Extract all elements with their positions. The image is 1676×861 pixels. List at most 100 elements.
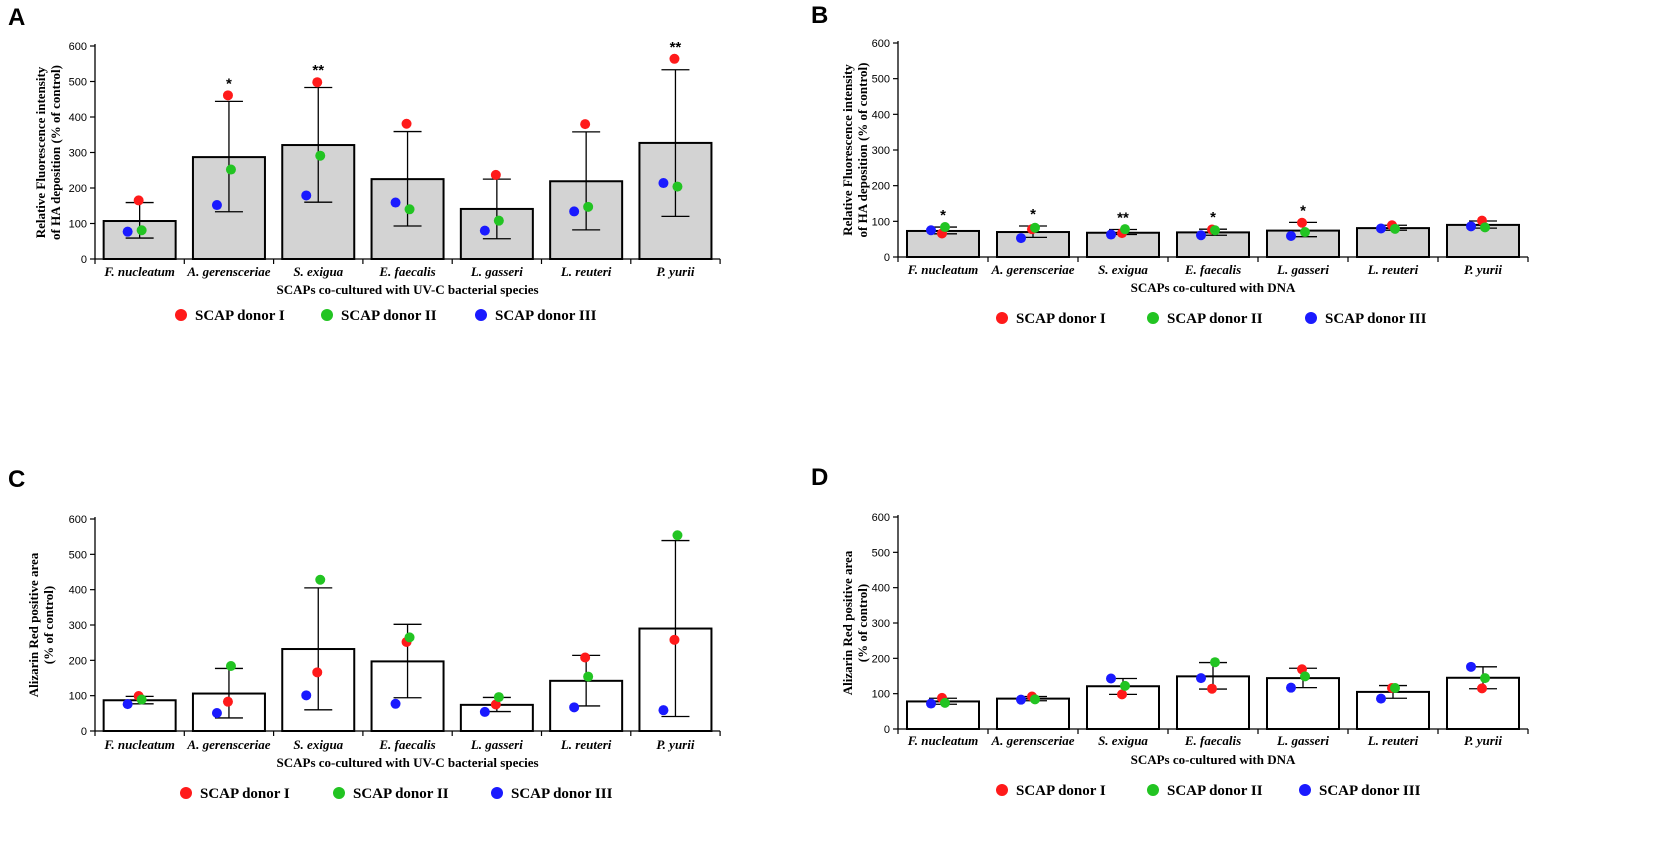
- legend-marker-donor-2: [1147, 784, 1159, 796]
- significance-marker: *: [1210, 209, 1216, 226]
- legend-marker-donor-1: [996, 312, 1008, 324]
- y-tick-label: 500: [872, 547, 890, 559]
- significance-marker: **: [670, 39, 682, 56]
- data-point-donor-1: [1477, 683, 1487, 694]
- category-label: S. exigua: [1098, 733, 1148, 748]
- y-tick-label: 100: [69, 219, 87, 231]
- data-point-donor-1: [669, 634, 680, 645]
- y-tick-label: 400: [872, 583, 890, 595]
- data-point-donor-3: [1106, 673, 1116, 684]
- data-point-donor-1: [580, 119, 591, 130]
- legend-marker-donor-3: [1299, 784, 1311, 796]
- y-tick-label: 0: [81, 726, 87, 738]
- category-label: E. faecalis: [378, 264, 435, 279]
- legend-marker-donor-3: [491, 787, 503, 799]
- category-label: P. yurii: [1464, 733, 1502, 748]
- panel-letter: B: [811, 2, 828, 29]
- legend-label: SCAP donor I: [1016, 311, 1106, 327]
- data-point-donor-2: [1480, 673, 1490, 684]
- category-label: A. gerensceriae: [990, 262, 1074, 277]
- significance-marker: *: [226, 75, 232, 92]
- data-point-donor-3: [390, 197, 401, 208]
- data-point-donor-3: [926, 698, 936, 709]
- data-point-donor-1: [669, 53, 680, 64]
- y-tick-label: 600: [69, 514, 87, 526]
- significance-marker: *: [1300, 202, 1306, 219]
- category-label: E. faecalis: [1184, 733, 1241, 748]
- y-axis-label-line1: Alizarin Red positive area: [26, 552, 41, 697]
- category-label: F. nucleatum: [907, 262, 979, 277]
- data-point-donor-2: [225, 164, 236, 175]
- category-label: P. yurii: [656, 737, 694, 752]
- y-axis-label: Alizarin Red positive area(% of control): [840, 550, 870, 695]
- data-point-donor-1: [1207, 683, 1217, 694]
- y-tick-label: 200: [872, 181, 890, 193]
- bar: [1356, 227, 1430, 258]
- significance-marker: *: [1030, 206, 1036, 223]
- legend-label: SCAP donor II: [341, 308, 437, 324]
- x-axis-label: SCAPs co-cultured with UV-C bacterial sp…: [277, 755, 539, 770]
- legend-marker-donor-1: [180, 787, 192, 799]
- y-axis-label-line2: (% of control): [855, 584, 870, 662]
- category-label: E. faecalis: [1184, 262, 1241, 277]
- y-tick-label: 400: [69, 585, 87, 597]
- y-tick-label: 100: [872, 689, 890, 701]
- data-point-donor-3: [211, 200, 222, 211]
- category-label: F. nucleatum: [103, 737, 175, 752]
- y-tick-label: 200: [872, 653, 890, 665]
- data-point-donor-1: [1117, 689, 1127, 700]
- data-point-donor-1: [401, 118, 412, 129]
- data-point-donor-3: [1286, 682, 1296, 693]
- legend-label: SCAP donor III: [511, 786, 613, 802]
- data-point-donor-1: [312, 667, 323, 678]
- data-point-donor-2: [1120, 224, 1130, 235]
- legend-marker-donor-1: [996, 784, 1008, 796]
- y-tick-label: 0: [81, 254, 87, 266]
- category-label: L. gasseri: [1276, 262, 1329, 277]
- category-label: P. yurii: [1464, 262, 1502, 277]
- data-point-donor-2: [1030, 694, 1040, 705]
- y-tick-label: 500: [69, 549, 87, 561]
- y-axis-label-line1: Relative Fluorescence intensity: [840, 64, 855, 236]
- data-point-donor-3: [926, 225, 936, 236]
- y-tick-label: 300: [69, 148, 87, 160]
- y-tick-label: 300: [69, 620, 87, 632]
- category-label: L. reuteri: [560, 737, 612, 752]
- y-axis-label-line2: of HA deposition (% of control): [48, 65, 63, 240]
- category-label: F. nucleatum: [103, 264, 175, 279]
- legend-label: SCAP donor II: [1167, 311, 1263, 327]
- data-point-donor-2: [315, 574, 326, 585]
- x-axis-label: SCAPs co-cultured with DNA: [1131, 752, 1296, 767]
- category-label: S. exigua: [293, 737, 343, 752]
- y-axis-label-line2: of HA deposition (% of control): [855, 63, 870, 238]
- data-point-donor-2: [672, 181, 683, 192]
- y-tick-label: 400: [69, 112, 87, 124]
- panel-letter: A: [8, 4, 25, 31]
- data-point-donor-3: [390, 698, 401, 709]
- data-point-donor-2: [136, 225, 147, 236]
- panel-c: C 0 100 200 300 400 500 600 Alizarin Red positiv…: [8, 466, 721, 802]
- data-point-donor-3: [569, 702, 580, 713]
- legend-marker-donor-1: [175, 309, 187, 321]
- y-tick-label: 100: [69, 691, 87, 703]
- significance-marker: **: [1117, 210, 1129, 227]
- x-axis-label: SCAPs co-cultured with DNA: [1131, 280, 1296, 295]
- y-tick-label: 600: [872, 512, 890, 524]
- data-point-donor-3: [301, 690, 312, 701]
- legend-label: SCAP donor I: [200, 786, 290, 802]
- legend-label: SCAP donor I: [195, 308, 285, 324]
- data-point-donor-3: [1016, 233, 1026, 244]
- panel-letter: D: [811, 464, 828, 491]
- legend-label: SCAP donor I: [1016, 783, 1106, 799]
- data-point-donor-3: [1196, 673, 1206, 684]
- y-tick-label: 300: [872, 618, 890, 630]
- y-axis-label-line2: (% of control): [41, 586, 56, 664]
- data-point-donor-1: [490, 169, 501, 180]
- significance-marker: **: [312, 62, 324, 79]
- y-tick-label: 100: [872, 216, 890, 228]
- y-axis-label-line1: Relative Fluorescence intensity: [33, 66, 48, 238]
- y-axis-label: Relative Fluorescence intensityof HA dep…: [33, 65, 63, 240]
- y-tick-label: 0: [884, 252, 890, 264]
- data-point-donor-2: [940, 697, 950, 708]
- category-label: S. exigua: [1098, 262, 1148, 277]
